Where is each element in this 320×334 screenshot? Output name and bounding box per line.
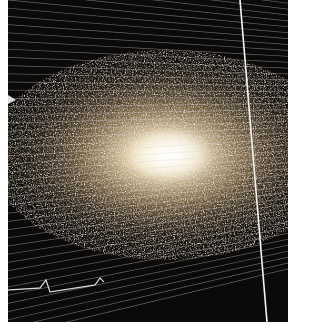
photo (0, 0, 293, 334)
photo-area (0, 0, 293, 334)
